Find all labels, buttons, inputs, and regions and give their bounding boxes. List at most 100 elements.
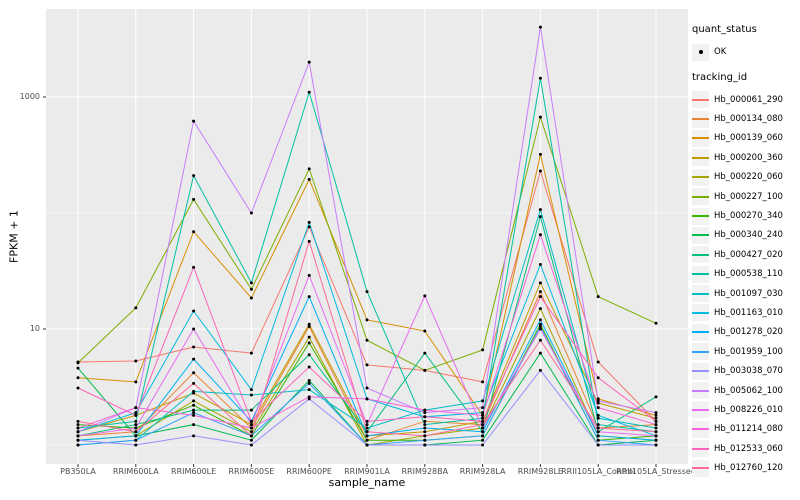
legend-item-quant-status: OK (692, 42, 799, 62)
data-point (307, 225, 311, 229)
data-point (192, 389, 196, 393)
data-point (596, 430, 600, 434)
data-point (134, 306, 138, 310)
data-point (654, 423, 658, 427)
x-axis-title: sample_name (328, 476, 406, 489)
legend-quant-items: OK (692, 42, 799, 62)
line-swatch-icon (692, 292, 709, 295)
data-point (596, 416, 600, 420)
legend-title-quant-status: quant_status (692, 24, 757, 35)
data-point (307, 365, 311, 369)
data-point (481, 399, 485, 403)
data-point (365, 290, 369, 294)
legend-item-label: Hb_000340_240 (714, 230, 783, 241)
data-point (76, 430, 80, 434)
line-swatch-icon (692, 176, 709, 179)
data-point (307, 60, 311, 64)
data-point (249, 434, 253, 438)
data-point (307, 395, 311, 399)
legend-key (692, 207, 709, 225)
x-tick-label: RRIM901LA (344, 467, 390, 476)
data-point (538, 208, 542, 212)
line-swatch-icon (692, 118, 709, 121)
legend-key (692, 362, 709, 380)
data-point (538, 233, 542, 237)
x-tick-label: RRIM600LA (112, 467, 159, 476)
y-tick-label: 1000 (19, 92, 40, 101)
data-point (192, 197, 196, 201)
data-point (654, 434, 658, 438)
line-swatch-icon (692, 447, 709, 450)
legend-key (692, 188, 709, 206)
data-point (192, 230, 196, 234)
legend-tracking-items: Hb_000061_290 Hb_000134_080 Hb_000139_060 H… (692, 90, 799, 478)
line-swatch-icon (692, 215, 709, 218)
data-point (192, 381, 196, 385)
legend-item-label: Hb_012760_120 (714, 463, 783, 474)
data-point (654, 438, 658, 442)
legend-item-label: Hb_000427_020 (714, 249, 783, 260)
line-swatch-icon (692, 389, 709, 392)
data-point (423, 426, 427, 430)
line-swatch-icon (692, 273, 709, 276)
y-tick-label: 10 (29, 324, 40, 333)
data-point (365, 434, 369, 438)
line-swatch-icon (692, 350, 709, 353)
data-point (481, 426, 485, 430)
x-tick-label: PB350LA (60, 467, 96, 476)
legend-item-Hb_000061_290: Hb_000061_290 (692, 90, 799, 109)
data-point (192, 119, 196, 123)
data-point (423, 415, 427, 419)
legend-item-label: Hb_011214_080 (714, 424, 783, 435)
data-point (134, 419, 138, 423)
x-tick-label: RRIM600LE (171, 467, 217, 476)
data-point (654, 321, 658, 325)
data-point (307, 322, 311, 326)
legend-item-label: Hb_000227_100 (714, 191, 783, 202)
data-point (249, 211, 253, 215)
data-point (192, 399, 196, 403)
legend-item-label: Hb_000061_290 (714, 94, 783, 105)
legend-key (692, 285, 709, 303)
data-point (249, 438, 253, 442)
data-point (481, 413, 485, 417)
legend-item-Hb_012760_120: Hb_012760_120 (692, 458, 799, 477)
data-point (423, 419, 427, 423)
legend-key (692, 440, 709, 458)
x-tick-label: RRII105LA_Stressed (616, 467, 696, 476)
line-swatch-icon (692, 311, 709, 314)
data-point (192, 411, 196, 415)
legend-item-Hb_000139_060: Hb_000139_060 (692, 129, 799, 148)
data-point (365, 430, 369, 434)
data-point (538, 325, 542, 329)
data-point (654, 413, 658, 417)
legend-item-label: Hb_005062_100 (714, 385, 783, 396)
legend-item-label: Hb_003038_070 (714, 366, 783, 377)
data-point (423, 294, 427, 298)
data-point (538, 318, 542, 322)
line-swatch-icon (692, 331, 709, 334)
data-point (538, 290, 542, 294)
line-swatch-icon (692, 370, 709, 373)
legend-item-Hb_001959_100: Hb_001959_100 (692, 342, 799, 361)
data-point (423, 368, 427, 372)
data-point (365, 426, 369, 430)
line-swatch-icon (692, 156, 709, 159)
data-point (134, 413, 138, 417)
data-point (481, 434, 485, 438)
data-point (596, 360, 600, 364)
legend-item-label: Hb_001278_020 (714, 327, 783, 338)
data-point (307, 341, 311, 345)
data-point (249, 423, 253, 427)
data-point (538, 327, 542, 331)
data-point (307, 325, 311, 329)
data-point (192, 327, 196, 331)
data-point (307, 273, 311, 277)
data-point (365, 419, 369, 423)
legend-key (692, 43, 709, 61)
x-tick-label: RRIM928LA (459, 467, 506, 476)
data-point (654, 419, 658, 423)
legend-item-label: Hb_000200_360 (714, 152, 783, 163)
legend-key (692, 168, 709, 186)
data-point (365, 386, 369, 390)
